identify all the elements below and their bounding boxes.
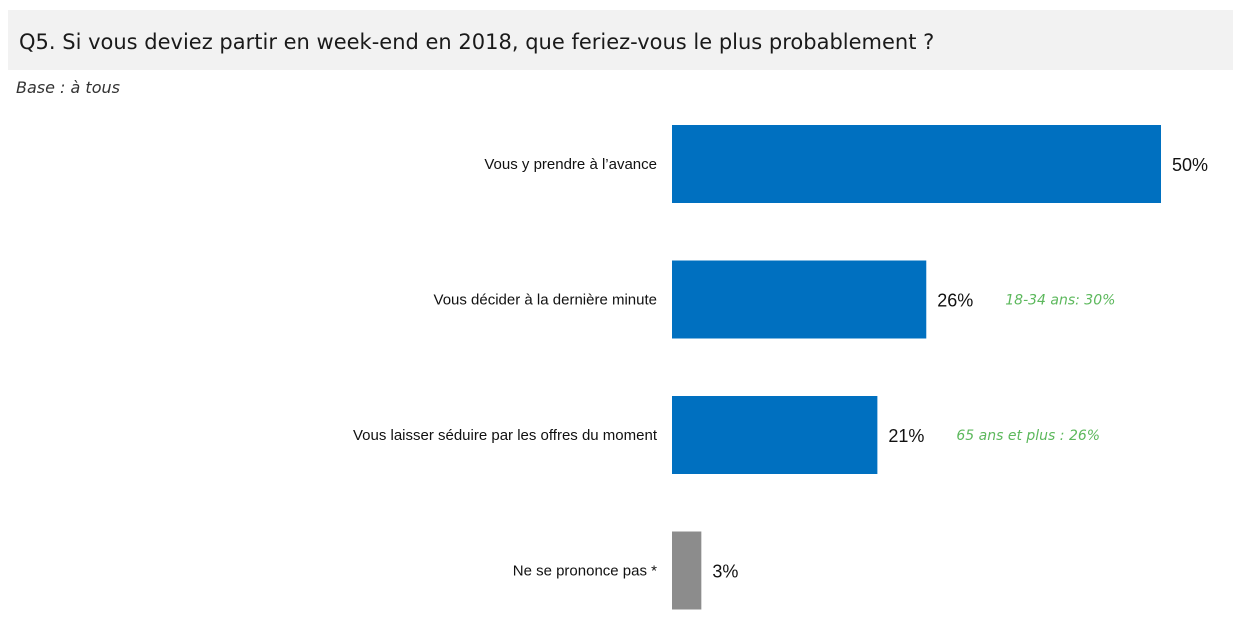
- bar: [672, 396, 878, 474]
- bar: [672, 125, 1161, 203]
- category-label: Vous laisser séduire par les offres du m…: [353, 427, 658, 444]
- chart-title: Q5. Si vous deviez partir en week-end en…: [19, 30, 935, 54]
- bar: [672, 531, 702, 610]
- subgroup-annotation: 65 ans et plus : 26%: [956, 428, 1100, 444]
- value-label: 26%: [937, 291, 973, 311]
- subgroup-annotation: 18-34 ans: 30%: [1005, 293, 1115, 309]
- category-label: Ne se prononce pas *: [513, 563, 657, 580]
- value-label: 50%: [1172, 155, 1208, 175]
- category-label: Vous décider à la dernière minute: [434, 292, 657, 309]
- value-label: 21%: [888, 426, 924, 446]
- title-band: [8, 10, 1233, 70]
- bar: [672, 260, 927, 339]
- category-label: Vous y prendre à l’avance: [484, 156, 657, 173]
- chart-subtitle: Base : à tous: [16, 78, 120, 97]
- value-label: 3%: [712, 562, 738, 582]
